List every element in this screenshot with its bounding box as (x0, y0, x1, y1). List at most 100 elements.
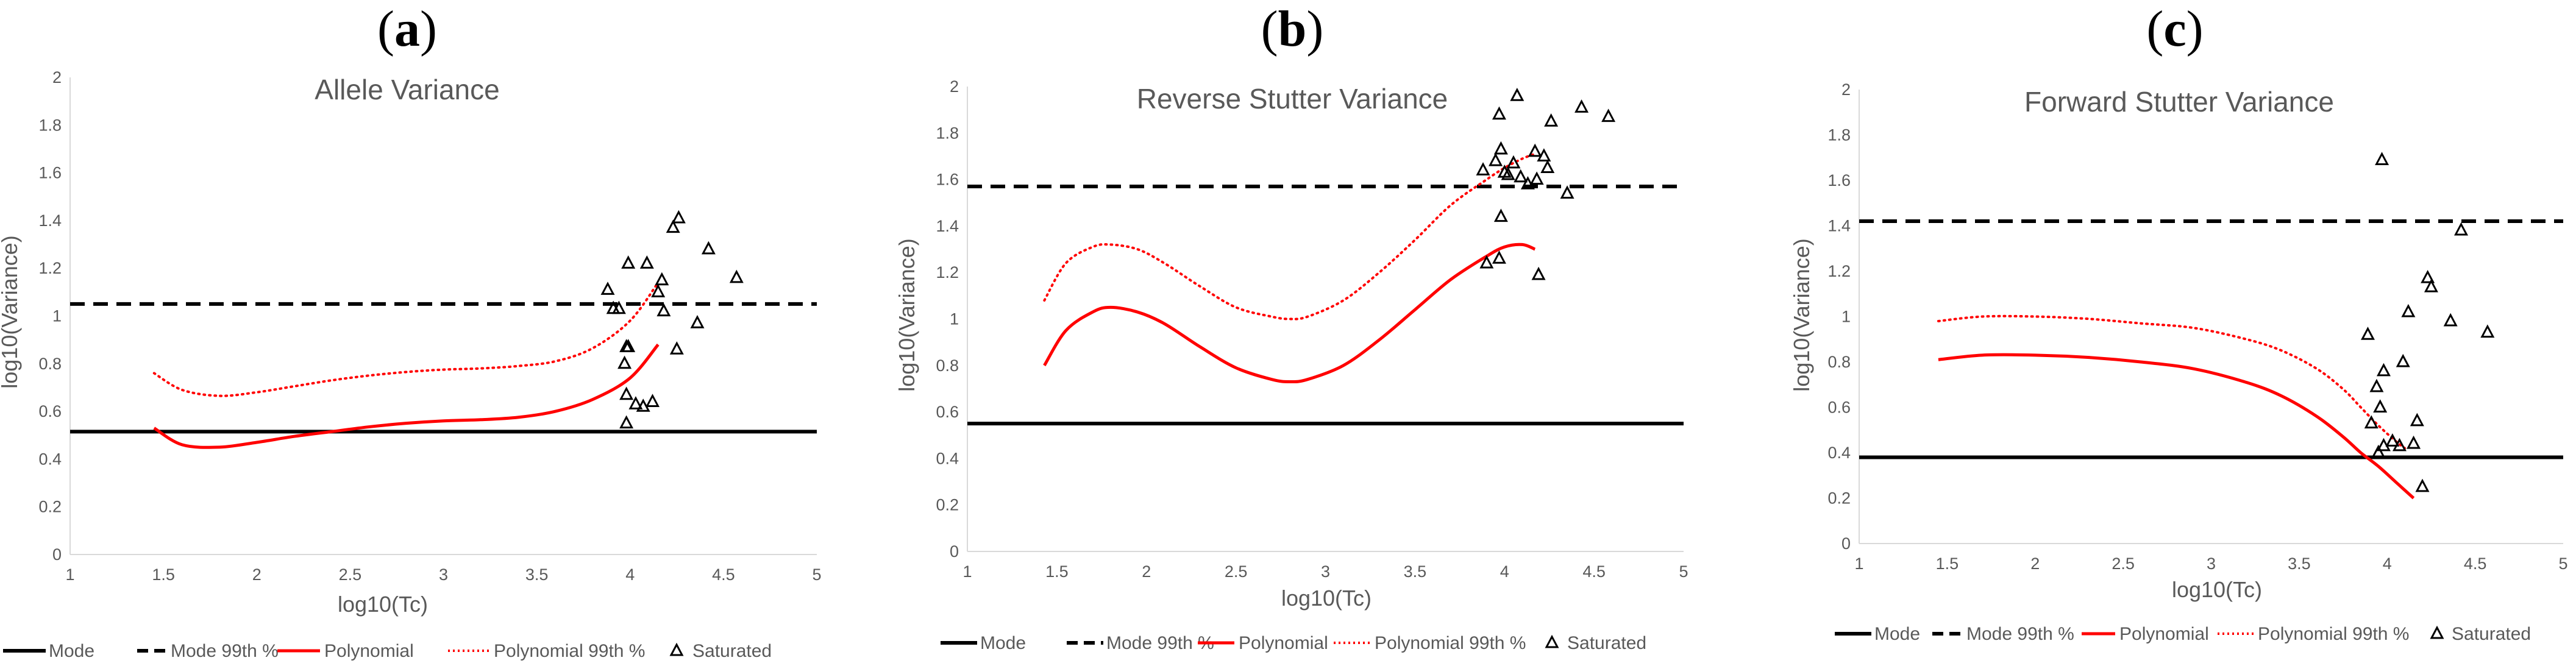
saturated-point-b (1528, 143, 1542, 157)
saturated-point-a (636, 399, 650, 412)
plot-area-c: 1 1.5 2 2.5 3 3.5 4 4.5 5 0 0.2 0.4 0.6 0.8 1 1.2 1.4 1.6… (1827, 80, 2567, 573)
y-tick-label-c: 1 (1841, 308, 1851, 326)
x-tick-label-a: 2.5 (339, 565, 362, 584)
legend-b: Mode Mode 99th % Polynomial Polynomial 9… (941, 633, 1646, 653)
saturated-point-a (617, 355, 632, 369)
legend-a-poly99-label: Polynomial 99th % (494, 641, 645, 661)
saturated-point-c (2369, 378, 2384, 392)
saturated-point-b (1537, 148, 1551, 161)
y-tick-label-b: 0.2 (936, 496, 959, 514)
polynomial-99th-curve-a (152, 281, 660, 397)
saturated-point-b (1493, 208, 1508, 222)
saturated-point-a (669, 341, 684, 355)
x-tick-label-b: 1.5 (1045, 562, 1069, 581)
panel-label-c: (c) (2146, 1, 2203, 57)
saturated-point-a (701, 241, 716, 255)
saturated-point-c (2421, 269, 2435, 283)
legend-c: Mode Mode 99th % Polynomial Polynomial 9… (1835, 624, 2531, 644)
y-tick-label-b: 1.4 (936, 217, 959, 235)
polynomial-curve-c (1938, 353, 2415, 500)
x-tick-label-a: 4 (625, 565, 635, 584)
saturated-point-c (2396, 353, 2410, 367)
saturated-point-b (1529, 171, 1544, 185)
saturated-point-c (2415, 478, 2430, 492)
saturated-point-c (2375, 152, 2389, 165)
saturated-point-c (2364, 415, 2379, 429)
y-tick-label-a: 0 (52, 545, 62, 564)
y-tick-label-b: 0 (950, 542, 959, 561)
saturated-point-a (619, 415, 634, 429)
y-tick-label-c: 0.6 (1827, 399, 1851, 417)
y-tick-label-a: 1.2 (38, 259, 62, 277)
x-tick-label-a: 1 (65, 565, 74, 584)
saturated-point-b (1514, 169, 1528, 183)
saturated-point-c (2443, 313, 2458, 327)
saturated-point-a (600, 282, 615, 295)
y-tick-label-a: 0.2 (38, 498, 62, 516)
saturated-point-a (628, 396, 643, 409)
saturated-point-a (619, 386, 634, 400)
saturated-point-b (1479, 255, 1494, 269)
y-tick-label-b: 1.2 (936, 263, 959, 282)
y-tick-label-b: 1.8 (936, 124, 959, 142)
saturated-point-b (1510, 88, 1525, 101)
chart-title-c: Forward Stutter Variance (2024, 86, 2334, 118)
saturated-point-c (2376, 363, 2391, 377)
x-tick-label-a: 2 (252, 565, 262, 584)
saturated-point-b (1574, 99, 1589, 113)
y-tick-label-a: 1.6 (38, 164, 62, 182)
plot-area-a: 1 1.5 2 2.5 3 3.5 4 4.5 5 0 0.2 0.4 0.6 0.8 1 1.2 1.4 1.6… (38, 68, 821, 584)
x-tick-label-b: 2 (1142, 562, 1151, 581)
saturated-point-a (656, 303, 671, 317)
saturated-point-c (2385, 433, 2400, 447)
legend-a: Mode Mode 99th % Polynomial Polynomial 9… (3, 641, 772, 661)
y-tick-label-a: 1.8 (38, 116, 62, 134)
legend-b-poly-label: Polynomial (1239, 633, 1328, 653)
x-tick-label-c: 4 (2383, 554, 2392, 573)
polynomial-curve-a (153, 343, 660, 449)
y-axis-title-c: log10(Variance) (1789, 238, 1814, 391)
y-tick-label-a: 0.4 (38, 450, 62, 468)
plot-area-b: 1 1.5 2 2.5 3 3.5 4 4.5 5 0 0.2 0.4 0.6 0.8 1 1.2 1.4 1.6… (936, 77, 1688, 581)
saturated-point-c (2401, 303, 2416, 317)
saturated-point-b (1560, 185, 1574, 199)
x-tick-label-c: 2.5 (2112, 554, 2135, 573)
legend-c-saturated-swatch (2430, 625, 2444, 639)
y-tick-label-c: 1.8 (1827, 126, 1851, 144)
x-tick-label-a: 3.5 (525, 565, 549, 584)
saturated-point-c (2360, 327, 2375, 340)
y-axis-title-a: log10(Variance) (0, 235, 22, 388)
x-tick-label-a: 4.5 (712, 565, 735, 584)
x-tick-label-b: 3.5 (1404, 562, 1427, 581)
saturated-point-a (621, 255, 636, 269)
y-tick-label-a: 0.6 (38, 402, 62, 420)
x-axis-title-c: log10(Tc) (2172, 577, 2262, 602)
saturated-point-b (1506, 155, 1521, 169)
y-tick-label-b: 0.8 (936, 356, 959, 375)
y-tick-label-c: 0.4 (1827, 444, 1851, 462)
x-tick-label-c: 4.5 (2464, 554, 2487, 573)
saturated-point-c (2424, 278, 2438, 292)
panel-label-a: (a) (377, 1, 437, 57)
y-tick-label-c: 2 (1841, 80, 1851, 99)
legend-a-poly-label: Polynomial (324, 641, 414, 661)
saturated-point-c (2480, 324, 2495, 338)
saturated-point-b (1601, 108, 1616, 122)
y-tick-label-a: 2 (52, 68, 62, 87)
x-tick-label-a: 5 (812, 565, 821, 584)
legend-b-mode99-label: Mode 99th % (1106, 633, 1214, 653)
polynomial-99th-curve-b (1043, 152, 1537, 321)
saturated-point-b (1540, 160, 1555, 174)
saturated-point-a (621, 339, 636, 352)
legend-a-mode-label: Mode (49, 641, 94, 661)
y-tick-label-a: 0.8 (38, 355, 62, 373)
y-tick-label-c: 0 (1841, 534, 1851, 553)
y-tick-label-c: 0.8 (1827, 353, 1851, 371)
x-tick-label-a: 3 (439, 565, 448, 584)
saturated-point-c (2373, 399, 2388, 413)
x-tick-label-c: 2 (2030, 554, 2040, 573)
panel-label-b: (b) (1261, 1, 1324, 57)
saturated-point-a (651, 284, 666, 297)
saturated-point-c (2410, 413, 2424, 427)
